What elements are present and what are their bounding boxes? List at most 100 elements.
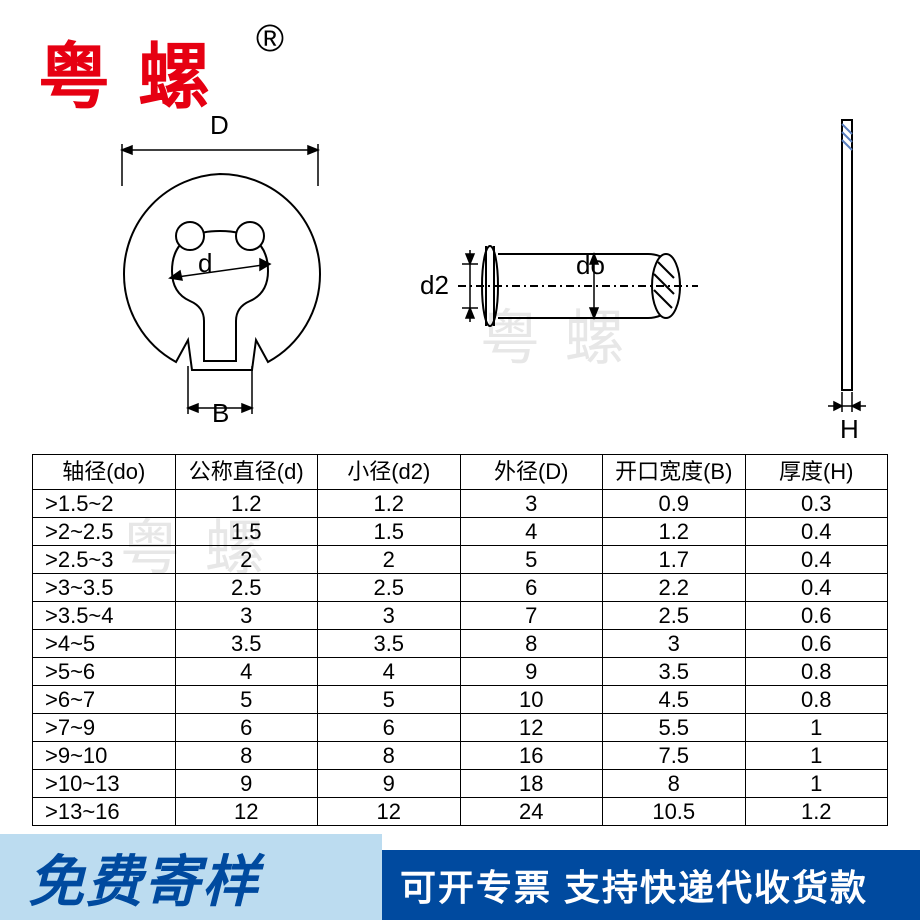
table-cell: 2.5: [318, 574, 461, 602]
table-cell: >13~16: [33, 798, 176, 826]
table-cell: >2.5~3: [33, 546, 176, 574]
footer-left-text: 免费寄样: [28, 837, 260, 918]
table-row: >6~755104.50.8: [33, 686, 888, 714]
footer-left: 免费寄样: [0, 834, 382, 920]
edge-diagram: [808, 110, 888, 430]
table-cell: 6: [318, 714, 461, 742]
table-cell: 3: [460, 490, 603, 518]
table-cell: 0.4: [745, 546, 888, 574]
label-d2: d2: [420, 270, 449, 301]
table-cell: 0.8: [745, 686, 888, 714]
table-cell: 0.4: [745, 518, 888, 546]
table-cell: 7: [460, 602, 603, 630]
spec-table: 轴径(do)公称直径(d)小径(d2)外径(D)开口宽度(B)厚度(H) >1.…: [32, 454, 888, 826]
table-cell: 1.5: [318, 518, 461, 546]
footer-banner: 免费寄样 可开专票 支持快递代收货款: [0, 834, 920, 920]
table-cell: 1: [745, 742, 888, 770]
table-cell: 0.3: [745, 490, 888, 518]
table-cell: >2~2.5: [33, 518, 176, 546]
table-cell: 6: [460, 574, 603, 602]
table-cell: >9~10: [33, 742, 176, 770]
table-row: >10~13991881: [33, 770, 888, 798]
table-cell: 3.5: [603, 658, 746, 686]
table-cell: >3.5~4: [33, 602, 176, 630]
table-row: >13~1612122410.51.2: [33, 798, 888, 826]
table-cell: 6: [175, 714, 318, 742]
table-cell: 1.2: [175, 490, 318, 518]
table-cell: 0.9: [603, 490, 746, 518]
footer-right: 可开专票 支持快递代收货款: [382, 850, 920, 920]
brand-logo: 粤 螺 ®: [38, 18, 214, 123]
table-cell: 9: [175, 770, 318, 798]
table-cell: 2.5: [603, 602, 746, 630]
table-cell: 1: [745, 770, 888, 798]
table-cell: 12: [460, 714, 603, 742]
table-cell: 2.2: [603, 574, 746, 602]
table-cell: 10: [460, 686, 603, 714]
table-cell: 3: [175, 602, 318, 630]
table-cell: 10.5: [603, 798, 746, 826]
shaft-side-diagram: [418, 206, 708, 366]
table-cell: 16: [460, 742, 603, 770]
table-cell: 5.5: [603, 714, 746, 742]
table-header-row: 轴径(do)公称直径(d)小径(d2)外径(D)开口宽度(B)厚度(H): [33, 455, 888, 490]
table-cell: 2: [175, 546, 318, 574]
table-row: >2.5~32251.70.4: [33, 546, 888, 574]
table-cell: 2: [318, 546, 461, 574]
table-cell: 1: [745, 714, 888, 742]
table-cell: >4~5: [33, 630, 176, 658]
table-row: >9~1088167.51: [33, 742, 888, 770]
table-cell: 9: [460, 658, 603, 686]
brand-text: 粤 螺: [38, 38, 214, 118]
table-cell: 1.2: [603, 518, 746, 546]
table-cell: 5: [175, 686, 318, 714]
table-cell: 4: [318, 658, 461, 686]
table-cell: 5: [460, 546, 603, 574]
table-cell: 3: [318, 602, 461, 630]
table-cell: >5~6: [33, 658, 176, 686]
table-cell: 5: [318, 686, 461, 714]
table-cell: >6~7: [33, 686, 176, 714]
table-cell: 0.6: [745, 630, 888, 658]
table-cell: 24: [460, 798, 603, 826]
table-cell: 8: [603, 770, 746, 798]
table-cell: 3: [603, 630, 746, 658]
table-cell: 8: [175, 742, 318, 770]
footer-right-text: 可开专票 支持快递代收货款: [400, 859, 868, 911]
table-cell: 4: [175, 658, 318, 686]
table-cell: 8: [460, 630, 603, 658]
registered-mark: ®: [256, 18, 284, 61]
table-cell: >3~3.5: [33, 574, 176, 602]
table-row: >3.5~43372.50.6: [33, 602, 888, 630]
table-row: >4~53.53.5830.6: [33, 630, 888, 658]
table-cell: 2.5: [175, 574, 318, 602]
table-cell: 7.5: [603, 742, 746, 770]
table-cell: 18: [460, 770, 603, 798]
table-cell: 4.5: [603, 686, 746, 714]
eclip-front-diagram: [70, 116, 370, 426]
spec-table-wrap: 轴径(do)公称直径(d)小径(d2)外径(D)开口宽度(B)厚度(H) >1.…: [32, 454, 888, 826]
table-row: >2~2.51.51.541.20.4: [33, 518, 888, 546]
table-cell: 3.5: [175, 630, 318, 658]
table-header-cell: 小径(d2): [318, 455, 461, 490]
label-H: H: [840, 414, 859, 445]
table-header-cell: 公称直径(d): [175, 455, 318, 490]
table-cell: >10~13: [33, 770, 176, 798]
label-D: D: [210, 110, 229, 141]
label-do: do: [576, 250, 605, 281]
table-cell: 9: [318, 770, 461, 798]
table-cell: 3.5: [318, 630, 461, 658]
table-row: >5~64493.50.8: [33, 658, 888, 686]
table-cell: 0.8: [745, 658, 888, 686]
table-header-cell: 轴径(do): [33, 455, 176, 490]
table-cell: 1.2: [318, 490, 461, 518]
table-header-cell: 厚度(H): [745, 455, 888, 490]
diagram-area: D d B: [0, 110, 920, 440]
table-cell: 1.5: [175, 518, 318, 546]
table-cell: >1.5~2: [33, 490, 176, 518]
table-row: >1.5~21.21.230.90.3: [33, 490, 888, 518]
table-cell: 0.4: [745, 574, 888, 602]
table-cell: 1.2: [745, 798, 888, 826]
table-cell: >7~9: [33, 714, 176, 742]
table-cell: 0.6: [745, 602, 888, 630]
